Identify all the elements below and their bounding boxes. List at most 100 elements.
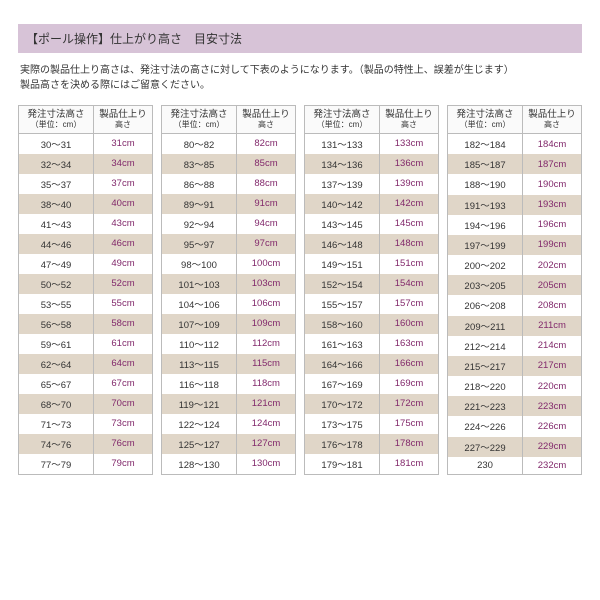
table-row: 221～223223cm [448,396,582,416]
finish-cell: 61cm [94,334,153,354]
range-cell: 167～169 [305,374,380,394]
table-row: 107～109109cm [162,314,296,334]
table-row: 206～208208cm [448,295,582,315]
table-row: 170～172172cm [305,394,439,414]
table-row: 197～199199cm [448,235,582,255]
finish-cell: 190cm [523,174,582,194]
description-line2: 製品高さを決める際にはご留意ください。 [20,78,580,93]
finish-cell: 124cm [237,414,296,434]
title-text: 【ポール操作】仕上がり高さ 目安寸法 [26,32,242,46]
range-cell: 188～190 [448,174,523,194]
range-cell: 131～133 [305,133,380,154]
range-cell: 113～115 [162,354,237,374]
table-row: 116～118118cm [162,374,296,394]
title-bar: 【ポール操作】仕上がり高さ 目安寸法 [18,24,582,53]
table-row: 203～205205cm [448,275,582,295]
finish-cell: 76cm [94,434,153,454]
finish-cell: 202cm [523,255,582,275]
header-order-label: 発注寸法高さ [171,109,228,120]
finish-cell: 148cm [380,234,439,254]
range-cell: 41～43 [19,214,94,234]
range-cell: 206～208 [448,295,523,315]
header-finish-label: 製品仕上り [242,109,290,120]
table-row: 173～175175cm [305,414,439,434]
range-cell: 215～217 [448,356,523,376]
header-order: 発注寸法高さ（単位：cm） [162,106,237,134]
range-cell: 104～106 [162,294,237,314]
finish-cell: 145cm [380,214,439,234]
size-table: 発注寸法高さ（単位：cm）製品仕上り高さ80～8282cm83～8585cm86… [161,105,296,475]
finish-cell: 67cm [94,374,153,394]
table-row: 110～112112cm [162,334,296,354]
table-row: 32～3434cm [19,154,153,174]
range-cell: 185～187 [448,154,523,174]
table-row: 179～181181cm [305,454,439,475]
range-cell: 62～64 [19,354,94,374]
range-cell: 179～181 [305,454,380,475]
table-row: 62～6464cm [19,354,153,374]
range-cell: 182～184 [448,133,523,154]
range-cell: 68～70 [19,394,94,414]
range-cell: 200～202 [448,255,523,275]
range-cell: 47～49 [19,254,94,274]
finish-cell: 181cm [380,454,439,475]
finish-cell: 220cm [523,376,582,396]
range-cell: 86～88 [162,174,237,194]
table-row: 194～196196cm [448,215,582,235]
table-row: 41～4343cm [19,214,153,234]
finish-cell: 217cm [523,356,582,376]
finish-cell: 103cm [237,274,296,294]
header-finish: 製品仕上り高さ [237,106,296,134]
finish-cell: 106cm [237,294,296,314]
range-cell: 155～157 [305,294,380,314]
finish-cell: 46cm [94,234,153,254]
finish-cell: 58cm [94,314,153,334]
header-order-sub: （単位：cm） [307,120,377,130]
finish-cell: 172cm [380,394,439,414]
range-cell: 140～142 [305,194,380,214]
header-finish-sub: 高さ [525,120,579,130]
table-row: 47～4949cm [19,254,153,274]
table-row: 53～5555cm [19,294,153,314]
table-row: 218～220220cm [448,376,582,396]
finish-cell: 97cm [237,234,296,254]
finish-cell: 91cm [237,194,296,214]
range-cell: 134～136 [305,154,380,174]
table-row: 101～103103cm [162,274,296,294]
table-row: 224～226226cm [448,416,582,436]
table-row: 134～136136cm [305,154,439,174]
range-cell: 170～172 [305,394,380,414]
header-finish-sub: 高さ [96,120,150,130]
table-row: 125～127127cm [162,434,296,454]
finish-cell: 64cm [94,354,153,374]
table-row: 50～5252cm [19,274,153,294]
table-row: 167～169169cm [305,374,439,394]
range-cell: 125～127 [162,434,237,454]
header-order: 発注寸法高さ（単位：cm） [305,106,380,134]
range-cell: 194～196 [448,215,523,235]
range-cell: 230 [448,457,523,475]
finish-cell: 226cm [523,416,582,436]
finish-cell: 121cm [237,394,296,414]
header-finish: 製品仕上り高さ [94,106,153,134]
table-row: 164～166166cm [305,354,439,374]
finish-cell: 169cm [380,374,439,394]
range-cell: 107～109 [162,314,237,334]
header-finish-label: 製品仕上り [385,109,433,120]
range-cell: 176～178 [305,434,380,454]
size-table: 発注寸法高さ（単位：cm）製品仕上り高さ30～3131cm32～3434cm35… [18,105,153,475]
range-cell: 191～193 [448,195,523,215]
finish-cell: 34cm [94,154,153,174]
table-row: 38～4040cm [19,194,153,214]
table-row: 188～190190cm [448,174,582,194]
range-cell: 146～148 [305,234,380,254]
tables-container: 発注寸法高さ（単位：cm）製品仕上り高さ30～3131cm32～3434cm35… [18,105,582,475]
table-row: 146～148148cm [305,234,439,254]
header-order-sub: （単位：cm） [21,120,91,130]
table-row: 80～8282cm [162,133,296,154]
finish-cell: 187cm [523,154,582,174]
table-row: 158～160160cm [305,314,439,334]
range-cell: 221～223 [448,396,523,416]
table-row: 155～157157cm [305,294,439,314]
finish-cell: 112cm [237,334,296,354]
